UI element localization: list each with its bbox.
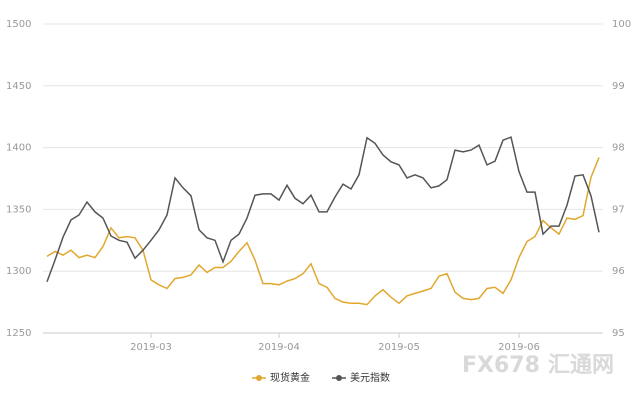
- x-tick-label: 2019-05: [378, 342, 420, 353]
- y2-tick-label: 98: [612, 143, 625, 154]
- y2-tick-label: 97: [612, 204, 625, 215]
- y-tick-label: 1250: [6, 328, 31, 339]
- y-tick-label: 1500: [6, 19, 31, 30]
- watermark: 汇通网: [548, 353, 614, 378]
- y2-tick-label: 100: [612, 19, 631, 30]
- watermark: FX678: [462, 353, 540, 378]
- series-line: [46, 157, 600, 306]
- y2-tick-label: 96: [612, 266, 625, 277]
- y2-tick-label: 95: [612, 328, 625, 339]
- y-tick-label: 1450: [6, 81, 31, 92]
- y-tick-label: 1400: [6, 143, 31, 154]
- legend-label: 现货黄金: [270, 371, 310, 384]
- series-line: [46, 136, 600, 282]
- legend-label: 美元指数: [350, 371, 390, 384]
- x-tick-label: 2019-03: [130, 342, 172, 353]
- x-tick-label: 2019-06: [498, 342, 540, 353]
- legend-marker: [336, 375, 342, 381]
- x-tick-label: 2019-04: [258, 342, 300, 353]
- y2-tick-label: 99: [612, 81, 625, 92]
- legend-marker: [256, 375, 262, 381]
- y-tick-label: 1350: [6, 204, 31, 215]
- y-tick-label: 1300: [6, 266, 31, 277]
